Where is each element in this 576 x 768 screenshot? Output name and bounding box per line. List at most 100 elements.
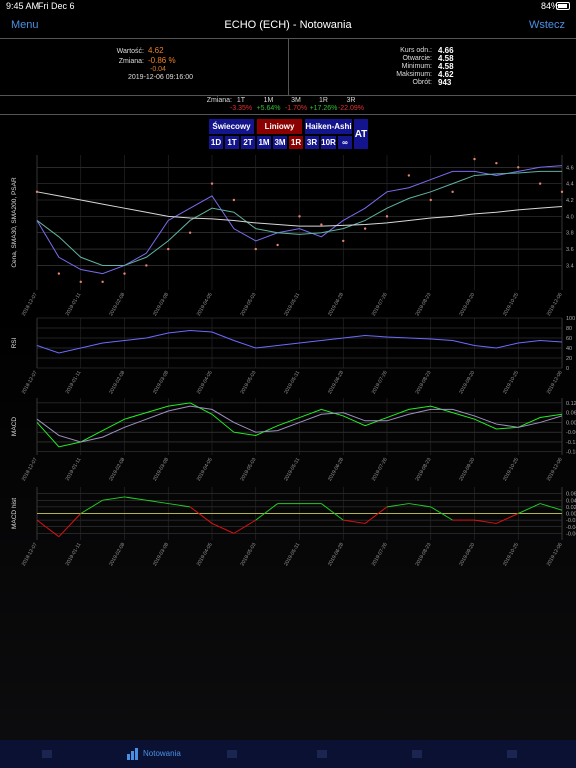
hist-segment [496, 513, 519, 524]
quote-value: 4.66 [438, 46, 454, 55]
x-tick-label: 2019-04-05 [196, 542, 214, 567]
y-axis-label: MACD [11, 417, 18, 436]
hist-segment [518, 503, 541, 514]
x-tick-label: 2019-04-05 [196, 370, 214, 395]
nav-title: ECHO (ECH) - Notowania [224, 19, 352, 31]
y-tick-label: 80 [566, 326, 572, 332]
x-tick-label: 2019-10-25 [502, 370, 520, 395]
range-button[interactable]: 1T [224, 135, 240, 150]
back-button[interactable]: Wstecz [528, 19, 565, 31]
y-tick-label: 0.06 [566, 411, 576, 417]
range-button[interactable]: 10R [320, 135, 337, 150]
period-label: 1R [319, 97, 328, 104]
hist-segment [364, 506, 388, 524]
hist-segment [539, 503, 563, 511]
x-tick-label: 2019-09-20 [458, 542, 476, 567]
chart-type-button[interactable]: Haiken-Ashi [304, 118, 353, 135]
x-tick-label: 2019-10-25 [502, 292, 520, 317]
charts: 3.4 3.6 3.8 4.0 4.2 4.4 4.6 2018-12-07 2019-01-1… [11, 155, 576, 567]
at-button[interactable]: AT [353, 118, 369, 150]
y-tick-label: -0.06 [566, 430, 576, 436]
tab-icon[interactable] [315, 748, 329, 760]
x-tick-label: 2019-05-31 [283, 292, 301, 317]
x-tick-label: 2019-05-03 [239, 457, 257, 482]
y-tick-label: 0.06 [566, 492, 576, 498]
y-tick-label: 3.8 [566, 231, 574, 237]
range-button[interactable]: 1D [208, 135, 224, 150]
status-time: 9:45 AM [6, 1, 40, 11]
x-tick-label: 2019-01-11 [65, 370, 83, 395]
hist-segment [211, 522, 235, 534]
psar-dot [517, 166, 520, 169]
x-tick-label: 2019-05-03 [239, 542, 257, 567]
x-tick-label: 2019-01-11 [65, 542, 83, 567]
chart-type-button[interactable]: Świecowy [208, 118, 255, 135]
psar-dot [342, 239, 345, 243]
range-button[interactable]: 3M [272, 135, 288, 150]
psar-dot [298, 215, 301, 218]
divider [0, 38, 576, 39]
psar-dot [407, 174, 411, 177]
x-tick-label: 2019-07-26 [371, 457, 389, 482]
period-change: +5.64% [256, 105, 281, 112]
menu-button[interactable]: Menu [11, 19, 39, 31]
psar-dot [385, 215, 389, 218]
x-tick-label: 2019-07-26 [371, 370, 389, 395]
x-tick-label: 2019-03-08 [152, 370, 170, 395]
divider [0, 114, 576, 115]
quote-value: 4.58 [438, 62, 454, 71]
quote-label: Minimum: [401, 63, 432, 70]
x-tick-label: 2019-05-31 [283, 457, 301, 482]
x-tick-label: 2019-12-06 [546, 370, 564, 395]
series-line [36, 191, 563, 227]
y-tick-label: -0.04 [566, 525, 576, 531]
period-change: -3.35% [229, 105, 253, 112]
range-button[interactable]: ∞ [337, 135, 353, 150]
psar-dot [276, 243, 279, 247]
quote-value: 943 [438, 78, 452, 87]
y-tick-label: 100 [566, 316, 575, 322]
y-tick-label: 0.04 [566, 498, 576, 504]
psar-dot [210, 182, 214, 185]
psar-dot [320, 223, 323, 226]
range-button[interactable]: 3R [304, 135, 320, 150]
hist-segment [58, 513, 82, 538]
hist-segment [146, 499, 169, 505]
tab-icon[interactable] [410, 748, 424, 760]
quote-value: 4.58 [438, 54, 454, 63]
x-tick-label: 2019-01-11 [65, 292, 83, 317]
psar-dot [451, 190, 454, 194]
y-tick-label: 4.2 [566, 198, 574, 204]
tab-icon[interactable] [40, 748, 54, 760]
range-button[interactable]: 1M [256, 135, 272, 150]
psar-dot [145, 264, 148, 267]
y-tick-label: 4.6 [566, 165, 574, 171]
y-tick-label: 4.0 [566, 214, 574, 220]
psar-dot [363, 227, 367, 230]
psar-dot [101, 280, 104, 284]
chart-type-button[interactable]: Liniowy [256, 118, 303, 135]
psar-dot [429, 198, 432, 202]
hist-segment [124, 496, 147, 501]
psar-dot [57, 272, 61, 275]
x-tick-label: 2019-08-23 [414, 457, 432, 482]
tab-icon[interactable] [126, 748, 140, 760]
x-tick-label: 2018-12-07 [21, 292, 39, 317]
tab-label[interactable]: Notowania [143, 749, 181, 758]
x-tick-label: 2019-12-06 [546, 542, 564, 567]
period-label: 1T [236, 97, 246, 104]
tab-icon[interactable] [505, 748, 519, 760]
x-tick-label: 2019-10-25 [502, 542, 520, 567]
tab-icon[interactable] [225, 748, 239, 760]
x-tick-label: 2019-02-08 [108, 457, 126, 482]
series-line [36, 405, 563, 443]
x-tick-label: 2019-09-20 [458, 370, 476, 395]
hist-segment [233, 519, 257, 534]
tab-bar: Notowania [0, 740, 576, 768]
hist-segment [80, 499, 103, 514]
y-tick-label: 3.4 [566, 263, 574, 269]
range-button[interactable]: 2T [240, 135, 256, 150]
range-button[interactable]: 1R [288, 135, 304, 150]
changes-label: Zmiana: [206, 97, 232, 104]
psar-dot [35, 190, 39, 194]
